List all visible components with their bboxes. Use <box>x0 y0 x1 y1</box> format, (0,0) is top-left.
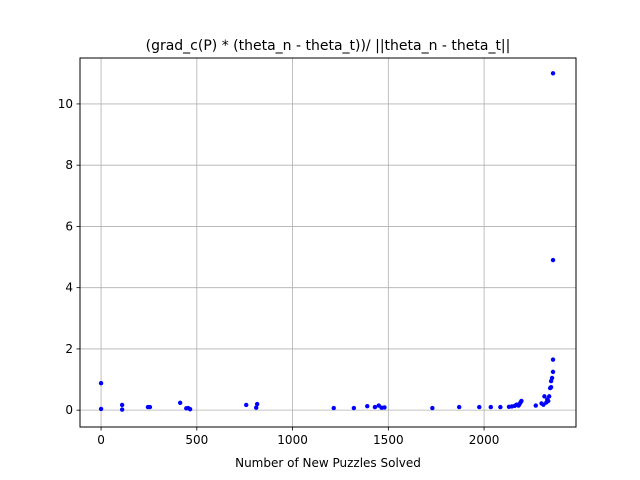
y-axis-ticks: 0 2 4 6 8 10 <box>58 97 80 417</box>
data-point <box>549 375 555 381</box>
x-axis-label: Number of New Puzzles Solved <box>235 456 421 470</box>
plot-frame <box>79 57 577 428</box>
data-point <box>365 403 370 409</box>
data-point <box>187 407 193 412</box>
data-point <box>550 71 556 76</box>
data-point <box>477 404 482 410</box>
data-points <box>98 71 556 412</box>
x-axis-ticks: 0 500 1000 1500 2000 <box>97 427 499 447</box>
y-tick-label: 4 <box>65 281 73 295</box>
y-tick-label: 8 <box>65 158 73 172</box>
data-point <box>98 406 104 412</box>
data-point <box>177 400 183 406</box>
data-point <box>546 398 551 404</box>
x-tick-label: 500 <box>185 433 208 447</box>
data-point <box>119 402 125 408</box>
x-tick-label: 1000 <box>277 433 308 447</box>
data-point <box>550 357 556 362</box>
data-point <box>382 405 387 410</box>
data-point <box>498 404 503 410</box>
data-point <box>488 404 493 410</box>
data-point <box>542 394 547 399</box>
data-point <box>351 405 357 411</box>
data-point <box>430 405 435 411</box>
data-point <box>253 405 259 410</box>
data-point <box>546 394 552 399</box>
data-point <box>519 398 524 404</box>
data-point <box>548 384 554 390</box>
data-point <box>98 381 104 386</box>
data-point <box>550 369 556 375</box>
y-tick-label: 0 <box>65 403 73 417</box>
data-point <box>244 402 249 408</box>
y-tick-label: 6 <box>65 219 73 233</box>
data-point <box>533 403 538 408</box>
data-point <box>372 404 378 410</box>
chart-title: (grad_c(P) * (theta_n - theta_t))/ ||the… <box>146 38 511 54</box>
data-point <box>254 401 260 407</box>
x-tick-label: 1500 <box>373 433 404 447</box>
y-tick-label: 2 <box>65 342 73 356</box>
data-point <box>119 407 125 412</box>
x-tick-label: 2000 <box>469 433 500 447</box>
data-point <box>147 404 153 410</box>
x-tick-label: 0 <box>97 433 105 447</box>
data-point <box>456 404 462 410</box>
data-point <box>550 257 556 263</box>
y-tick-label: 10 <box>58 97 73 111</box>
gridlines <box>80 58 576 427</box>
data-point <box>331 405 336 411</box>
